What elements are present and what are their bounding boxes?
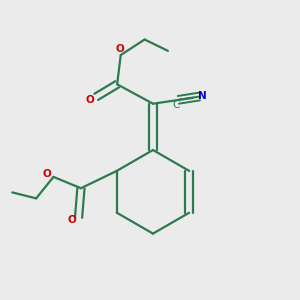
Text: O: O xyxy=(42,169,51,179)
Text: O: O xyxy=(116,44,124,54)
Text: O: O xyxy=(67,215,76,226)
Text: O: O xyxy=(85,95,94,105)
Text: C: C xyxy=(172,100,179,110)
Text: N: N xyxy=(198,91,207,101)
